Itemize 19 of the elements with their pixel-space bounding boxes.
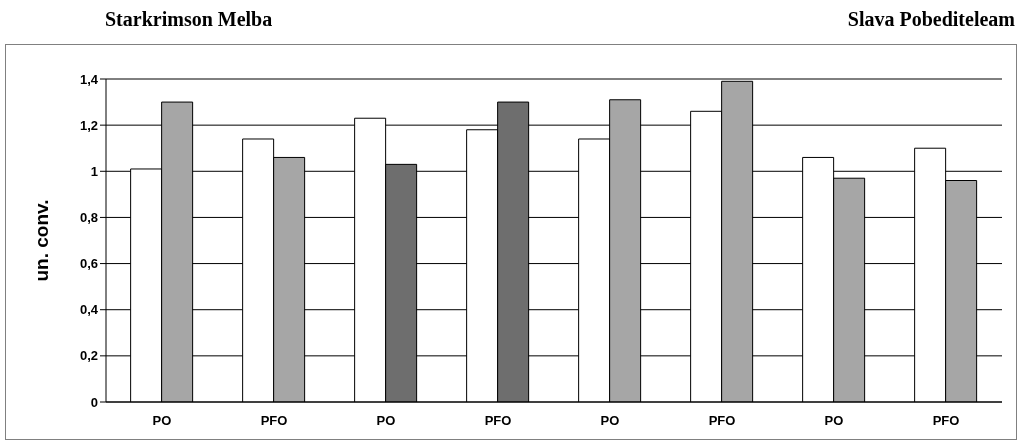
x-tick-label: PO [600,413,620,429]
y-tick-label: 0,6 [79,256,98,272]
y-tick-label: 0,2 [79,348,98,364]
y-tick-label: 1,4 [79,71,99,87]
y-tick-label: 0,8 [79,210,98,226]
y-axis-title: un. conv. [30,199,52,282]
y-tick-label: 1 [90,163,98,179]
text: Slava Pobediteleam [847,8,1015,31]
x-tick-label: PFO [932,413,960,429]
x-tick-label: PO [824,413,844,429]
y-tick-label: 1,2 [79,117,98,133]
x-tick-label: PO [152,413,172,429]
x-tick-label: PO [376,413,396,429]
x-tick-label: PFO [708,413,736,429]
y-tick-label: 0 [90,394,98,410]
y-tick-label: 0,4 [79,302,99,318]
text: Starkrimson Melba [105,8,273,31]
x-tick-label: PFO [484,413,512,429]
x-tick-label: PFO [260,413,288,429]
